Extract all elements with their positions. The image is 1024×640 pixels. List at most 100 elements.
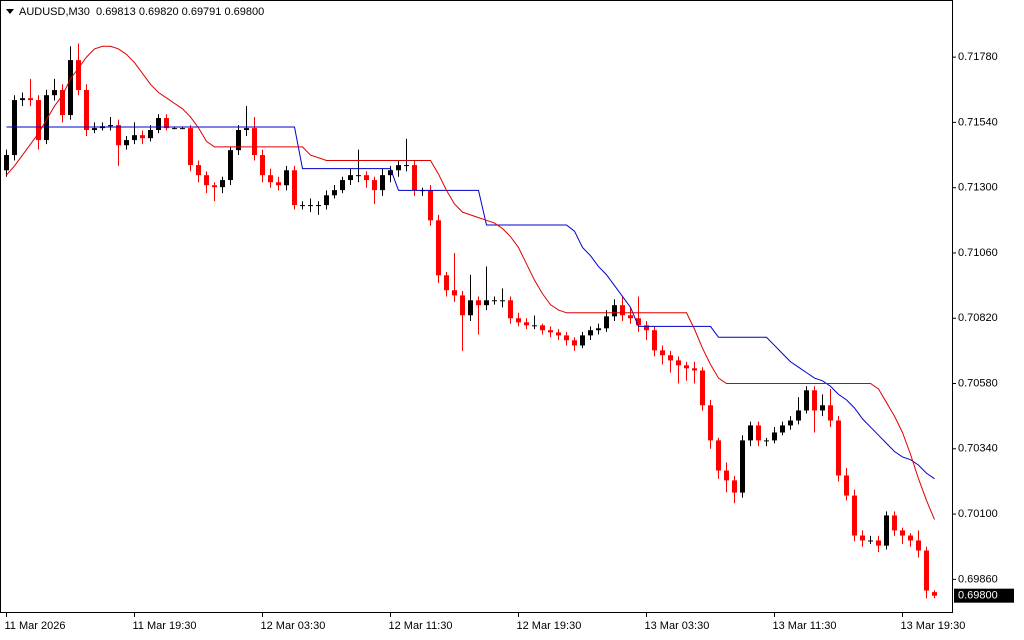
candle-body [540, 325, 545, 331]
candle-body [780, 425, 785, 433]
candle-body [756, 425, 761, 441]
candle-body [924, 550, 929, 591]
candle-body [692, 368, 697, 371]
candle-body [900, 530, 905, 536]
candle-body [732, 480, 737, 493]
candle-body [628, 315, 633, 319]
candle-body [36, 100, 41, 141]
candle-body [220, 180, 225, 188]
candle-body [564, 335, 569, 341]
candle-body [244, 128, 249, 131]
candle-body [108, 125, 113, 127]
candle-body [532, 325, 537, 327]
candle-body [212, 185, 217, 188]
candle-body [28, 98, 33, 101]
candle-body [132, 135, 137, 141]
candle-body [348, 175, 353, 181]
candle-body [612, 305, 617, 317]
candle-body [68, 60, 73, 116]
y-tick-label: 0.71060 [958, 247, 998, 259]
x-tick-label: 12 Mar 19:30 [517, 620, 582, 632]
x-tick-label: 11 Mar 2026 [5, 620, 66, 632]
candle-body [92, 128, 97, 131]
y-tick-label: 0.70340 [958, 443, 998, 455]
candle-body [812, 390, 817, 411]
candle-body [116, 125, 121, 146]
candle-body [772, 432, 777, 441]
candle-body [388, 170, 393, 176]
candle-body [572, 340, 577, 346]
x-tick-label: 13 Mar 19:30 [901, 620, 966, 632]
candle-body [164, 118, 169, 129]
x-tick-label: 13 Mar 03:30 [645, 620, 710, 632]
candle-body [396, 165, 401, 171]
candle-body [500, 300, 505, 302]
candle-body [684, 365, 689, 369]
candle-body [20, 98, 25, 101]
candle-body [844, 475, 849, 496]
candle-body [228, 150, 233, 181]
candle-body [172, 128, 177, 130]
y-tick-label: 0.71300 [958, 182, 998, 194]
candle-body [188, 128, 193, 166]
candle-body [156, 118, 161, 131]
candle-body [148, 130, 153, 139]
x-tick-label: 12 Mar 03:30 [261, 620, 326, 632]
candle-body [908, 535, 913, 541]
x-tick-label: 13 Mar 11:30 [773, 620, 837, 632]
candle-body [476, 300, 481, 306]
candle-body [884, 515, 889, 546]
candle-body [364, 175, 369, 181]
candle-body [764, 440, 769, 442]
candle-body [332, 190, 337, 196]
candle-body [4, 155, 9, 171]
candle-body [484, 300, 489, 306]
candle-body [76, 60, 81, 91]
candle-body [428, 190, 433, 221]
candle-body [932, 592, 937, 596]
candle-body [796, 410, 801, 421]
y-tick-label: 0.70100 [958, 508, 998, 520]
candle-body [260, 155, 265, 176]
candle-body [452, 290, 457, 296]
x-tick-label: 12 Mar 11:30 [389, 620, 453, 632]
candle-body [620, 305, 625, 316]
candle-body [652, 330, 657, 351]
candle-body [356, 175, 361, 177]
candle-body [180, 128, 185, 130]
candle-body [852, 495, 857, 536]
candle-body [748, 425, 753, 441]
candle-body [316, 205, 321, 207]
candle-body [12, 100, 17, 156]
candle-body [868, 540, 873, 542]
candle-body [44, 95, 49, 141]
candle-body [340, 180, 345, 191]
candle-body [508, 300, 513, 319]
y-tick-label: 0.71540 [958, 116, 998, 128]
candle-body [556, 332, 561, 336]
candle-body [412, 165, 417, 191]
candle-body [292, 170, 297, 206]
candle-body [84, 90, 89, 131]
candle-body [444, 275, 449, 291]
candle-body [300, 205, 305, 207]
chart-title: AUDUSD,M30 0.69813 0.69820 0.69791 0.698… [19, 6, 264, 18]
candle-body [204, 175, 209, 186]
y-tick-label: 0.71780 [958, 51, 998, 63]
candle-body [836, 420, 841, 476]
candle-body [60, 90, 65, 116]
candle-body [916, 540, 921, 551]
candle-body [276, 182, 281, 186]
candle-body [436, 220, 441, 276]
candle-body [380, 175, 385, 191]
candle-body [236, 130, 241, 151]
candle-body [268, 175, 273, 183]
candle-body [580, 335, 585, 346]
candle-body [676, 360, 681, 366]
candle-body [324, 195, 329, 206]
candle-body [460, 295, 465, 316]
candle-body [660, 350, 665, 356]
candle-body [788, 420, 793, 426]
